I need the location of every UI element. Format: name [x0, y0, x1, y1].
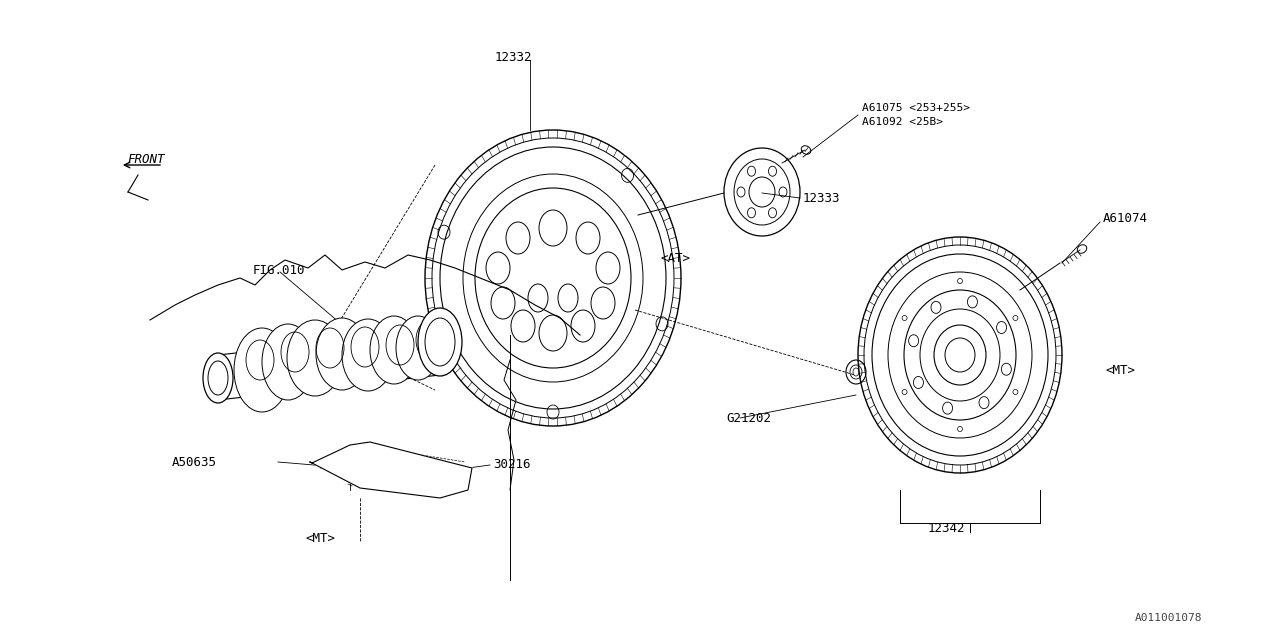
- Ellipse shape: [396, 316, 440, 380]
- Ellipse shape: [419, 308, 462, 376]
- Ellipse shape: [287, 320, 343, 396]
- Text: A011001078: A011001078: [1135, 613, 1202, 623]
- Ellipse shape: [420, 315, 456, 371]
- Text: 12333: 12333: [803, 191, 841, 205]
- Polygon shape: [310, 442, 472, 498]
- Text: <MT>: <MT>: [1105, 364, 1135, 376]
- Text: A61075 <253+255>: A61075 <253+255>: [861, 103, 970, 113]
- Text: A61074: A61074: [1103, 211, 1148, 225]
- Text: A50635: A50635: [172, 456, 218, 468]
- Text: 30216: 30216: [493, 458, 530, 472]
- Text: G21202: G21202: [726, 412, 771, 424]
- Text: 12332: 12332: [495, 51, 532, 63]
- Ellipse shape: [204, 353, 233, 403]
- Text: <AT>: <AT>: [660, 252, 690, 264]
- Ellipse shape: [262, 324, 314, 400]
- Text: FIG.010: FIG.010: [253, 264, 306, 276]
- Text: <MT>: <MT>: [305, 531, 335, 545]
- Text: FRONT: FRONT: [127, 152, 165, 166]
- Text: 12342: 12342: [928, 522, 965, 534]
- Text: A61092 <25B>: A61092 <25B>: [861, 117, 943, 127]
- Ellipse shape: [234, 328, 291, 412]
- Ellipse shape: [316, 318, 369, 390]
- Ellipse shape: [370, 316, 419, 384]
- Ellipse shape: [342, 319, 394, 391]
